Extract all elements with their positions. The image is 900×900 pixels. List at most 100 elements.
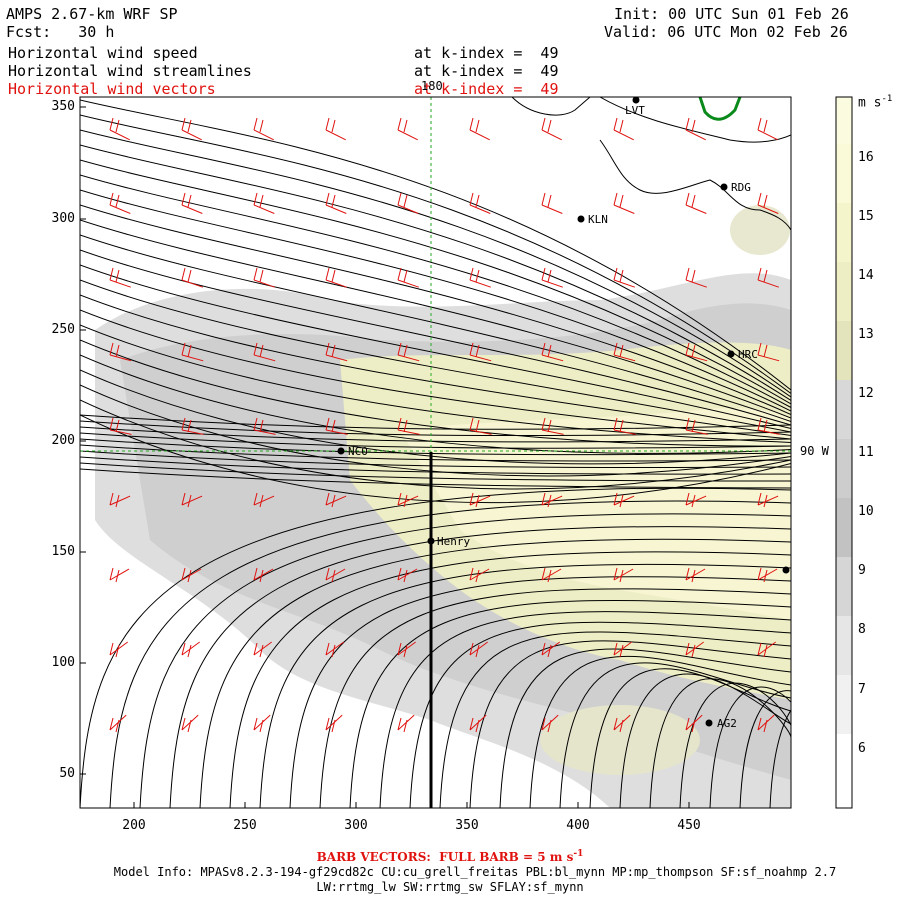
wind-barb bbox=[541, 567, 562, 583]
wind-barb bbox=[685, 117, 706, 141]
wind-barb bbox=[757, 567, 778, 583]
y-tick-label: 50 bbox=[59, 766, 75, 781]
wind-barb bbox=[253, 417, 276, 435]
wind-barb bbox=[253, 267, 275, 288]
wind-barb bbox=[541, 342, 564, 362]
streamline bbox=[739, 690, 791, 808]
wind-barb bbox=[757, 417, 780, 435]
streamline bbox=[649, 678, 791, 808]
wind-barb bbox=[757, 342, 780, 362]
y-tick-label: 200 bbox=[51, 433, 75, 448]
streamline bbox=[80, 456, 791, 475]
station-dot-hrc bbox=[727, 350, 735, 358]
streamline bbox=[80, 189, 791, 412]
wind-barb bbox=[325, 567, 346, 583]
wind-barb bbox=[469, 417, 492, 435]
wind-barb bbox=[253, 492, 275, 508]
streamline bbox=[80, 159, 791, 405]
streamline bbox=[619, 673, 791, 808]
init-time: Init: 00 UTC Sun 01 Feb 26 bbox=[614, 5, 849, 23]
colorbar-units: m s-1 bbox=[858, 94, 893, 111]
streamline bbox=[559, 662, 791, 808]
wind-barb bbox=[325, 641, 344, 658]
y-tick-label: 100 bbox=[51, 655, 75, 670]
streamline bbox=[80, 99, 791, 391]
colorbar-band bbox=[836, 262, 852, 321]
model-info: Model Info: MPASv8.2.3-194-gf29cd82c CU:… bbox=[113, 865, 837, 879]
colorbar-band bbox=[836, 203, 852, 262]
colorbar-frame bbox=[835, 96, 853, 809]
wind-barb bbox=[757, 117, 778, 141]
wind-barb bbox=[757, 641, 776, 658]
wind-barb bbox=[469, 117, 490, 141]
streamline bbox=[80, 450, 791, 469]
streamline bbox=[80, 204, 791, 415]
streamline bbox=[139, 513, 791, 808]
wind-barb bbox=[181, 641, 200, 658]
wind-barb bbox=[469, 567, 490, 583]
colorbar-tick-label: 15 bbox=[858, 209, 874, 224]
valid-time: Valid: 06 UTC Mon 02 Feb 26 bbox=[604, 23, 848, 41]
station-label-ag2: AG2 bbox=[717, 717, 737, 730]
streamline bbox=[80, 487, 791, 808]
coastline-2 bbox=[599, 97, 791, 143]
wind-barb bbox=[181, 342, 204, 362]
station-dot-lvt bbox=[632, 97, 640, 104]
wind-barb bbox=[541, 117, 562, 141]
wind-barb bbox=[253, 192, 275, 214]
streamline bbox=[80, 384, 791, 477]
wind-barb bbox=[325, 117, 346, 141]
streamline bbox=[769, 709, 791, 808]
wind-barb bbox=[613, 417, 636, 435]
station-label-kln: KLN bbox=[588, 213, 608, 226]
map-area bbox=[80, 97, 791, 808]
field-level-2: at k-index = 49 bbox=[414, 62, 559, 80]
streamline bbox=[379, 611, 791, 808]
colorbar-band bbox=[836, 439, 852, 498]
land-contour bbox=[698, 97, 742, 121]
y-tick-label: 250 bbox=[51, 322, 75, 337]
streamline bbox=[80, 426, 791, 443]
wind-barb bbox=[541, 192, 563, 214]
streamline bbox=[679, 682, 791, 808]
forecast-hour: Fcst: 30 h bbox=[6, 23, 115, 41]
speed-shading-se bbox=[540, 705, 700, 775]
wind-barb bbox=[181, 714, 199, 733]
streamline bbox=[80, 174, 791, 408]
wind-barb bbox=[109, 192, 131, 214]
streamlines bbox=[80, 99, 791, 808]
wind-barb bbox=[469, 714, 487, 733]
streamline bbox=[80, 219, 791, 419]
map-frame bbox=[79, 96, 792, 809]
streamline bbox=[80, 432, 791, 449]
wind-barb bbox=[109, 417, 132, 435]
wind-barb bbox=[613, 117, 634, 141]
streamline bbox=[349, 599, 791, 808]
colorbar-band bbox=[836, 144, 852, 203]
station-label-henry: Henry bbox=[437, 535, 471, 548]
x-tick-label: 250 bbox=[233, 818, 257, 833]
wind-barb bbox=[613, 567, 634, 583]
wind-barb bbox=[685, 192, 707, 214]
wind-barb bbox=[613, 492, 635, 508]
streamline bbox=[80, 234, 791, 422]
colorbar-band bbox=[836, 557, 852, 616]
colorbar-band bbox=[836, 734, 852, 808]
streamline bbox=[709, 686, 791, 808]
wind-barb bbox=[541, 492, 563, 508]
wind-barb bbox=[757, 492, 779, 508]
y-tick-label: 300 bbox=[51, 211, 75, 226]
colorbar-band bbox=[836, 97, 852, 144]
streamline bbox=[80, 114, 791, 394]
wind-barb bbox=[613, 714, 631, 733]
wind-barbs bbox=[109, 117, 780, 733]
wind-barb bbox=[469, 267, 491, 288]
x-tick-label: 300 bbox=[344, 818, 368, 833]
x-tick-label: 400 bbox=[566, 818, 590, 833]
streamline bbox=[529, 655, 791, 808]
colorbar-tick-label: 11 bbox=[858, 445, 874, 460]
colorbar-tick-label: 8 bbox=[858, 622, 866, 637]
wind-barb bbox=[757, 267, 779, 288]
station-dot-east bbox=[782, 566, 790, 574]
